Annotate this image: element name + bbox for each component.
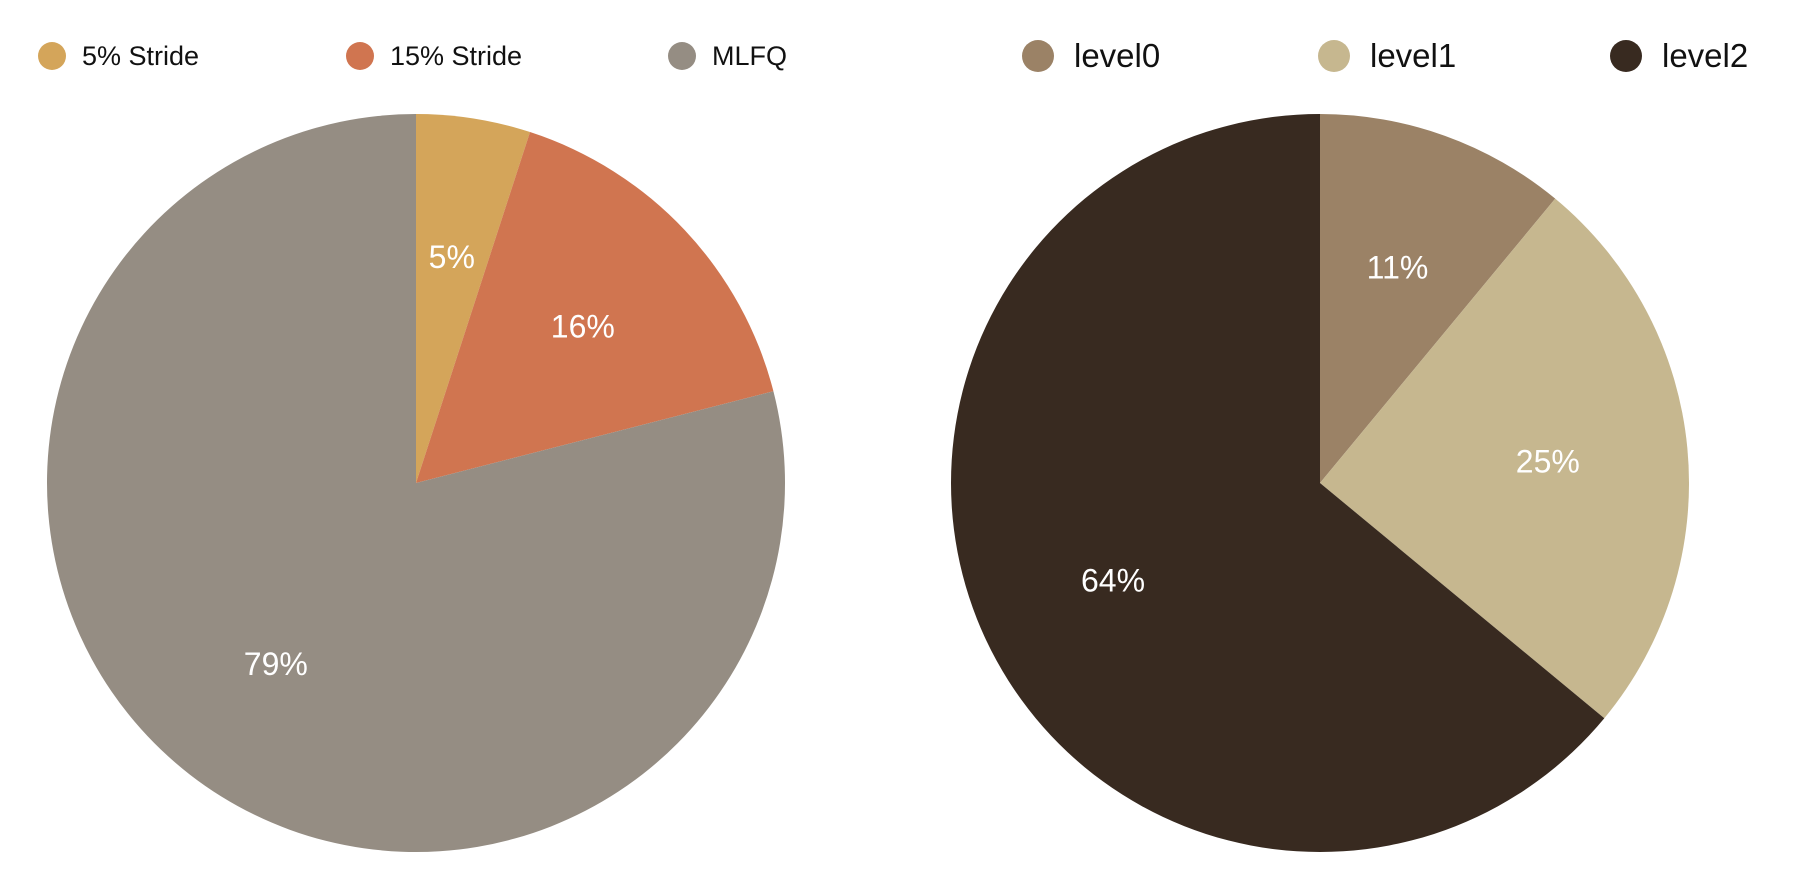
slice-percent-label: 79% — [244, 646, 308, 682]
legend-label: level1 — [1370, 37, 1457, 74]
slice-percent-label: 64% — [1081, 562, 1145, 598]
legend-swatch — [38, 42, 66, 70]
legend-swatch — [1022, 40, 1054, 72]
legend-item: 5% Stride — [38, 34, 199, 78]
pie-slice-15-stride — [416, 132, 774, 483]
legend-item: level1 — [1318, 34, 1456, 78]
legend-swatch — [668, 42, 696, 70]
pie-chart-panel-right: level0 level1 level2 11% 25% 64% — [904, 0, 1808, 882]
legend-item: level0 — [1022, 34, 1160, 78]
pie-chart-panel-left: 5% Stride 15% Stride MLFQ 5% 16% 79% — [0, 34, 904, 852]
pie-slice-level2 — [951, 114, 1605, 852]
legend-item: MLFQ — [668, 34, 787, 78]
slice-percent-label: 16% — [551, 308, 615, 344]
legend-swatch — [1318, 40, 1350, 72]
slice-percent-label: 11% — [1367, 250, 1429, 286]
pie-slice-5-stride — [416, 114, 531, 483]
legend-label: 5% Stride — [82, 40, 200, 71]
legend: level0 level1 level2 — [904, 34, 1808, 78]
slice-percent-label: 25% — [1516, 444, 1580, 480]
pie-chart: 5% 16% 79% — [47, 114, 786, 852]
legend-item: 15% Stride — [346, 34, 522, 78]
legend: 5% Stride 15% Stride MLFQ — [0, 34, 904, 78]
legend-swatch — [346, 42, 374, 70]
pie-slice-level0 — [1320, 114, 1556, 483]
pie-chart: 11% 25% 64% — [951, 114, 1690, 852]
legend-label: level0 — [1074, 37, 1161, 74]
pie-slice-mlfq — [47, 114, 786, 852]
legend-label: MLFQ — [712, 40, 788, 71]
legend-label: level2 — [1662, 37, 1749, 74]
legend-swatch — [1610, 40, 1642, 72]
legend-item: level2 — [1610, 34, 1748, 78]
pie-slice-level1 — [1320, 198, 1690, 719]
legend-label: 15% Stride — [390, 40, 523, 71]
slice-percent-label: 5% — [429, 239, 475, 275]
